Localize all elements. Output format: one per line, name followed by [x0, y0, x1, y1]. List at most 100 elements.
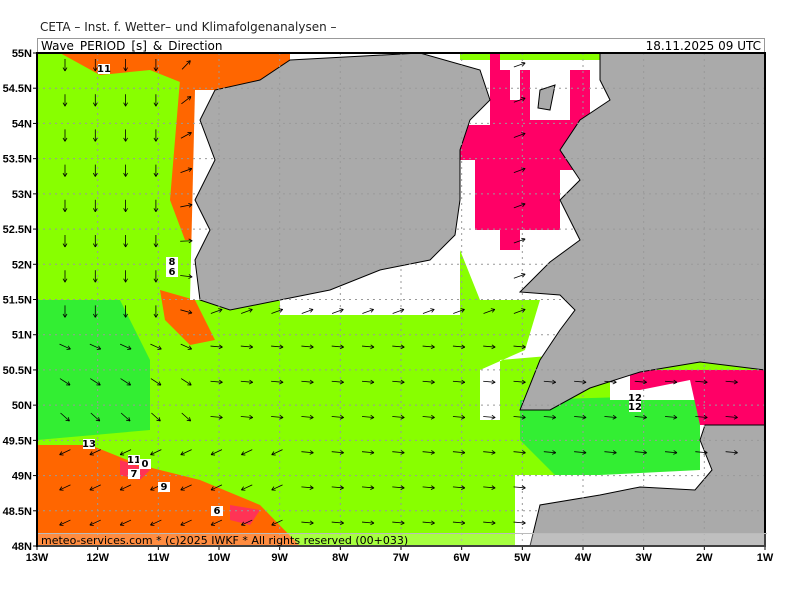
channel-green-zone	[520, 395, 700, 480]
direction-arrow	[59, 519, 71, 526]
direction-arrow	[362, 308, 374, 314]
lat-label: 48.5N	[3, 506, 32, 518]
direction-arrow	[452, 450, 466, 455]
direction-arrow	[513, 273, 526, 279]
direction-arrow	[483, 414, 496, 420]
direction-arrow	[452, 379, 466, 385]
direction-arrow	[180, 519, 192, 526]
direction-arrow	[59, 484, 71, 491]
direction-arrow	[92, 270, 98, 283]
direction-arrow	[513, 61, 526, 68]
direction-arrow	[92, 94, 98, 107]
magenta-zone-channel	[630, 370, 765, 425]
direction-arrow	[574, 379, 587, 385]
direction-arrow	[392, 308, 405, 314]
lon-label: 12W	[86, 552, 109, 564]
lat-label: 51.5N	[3, 295, 32, 307]
magenta-zone-irish-sea	[460, 53, 620, 250]
direction-arrow	[62, 59, 68, 72]
direction-arrow	[59, 378, 71, 386]
direction-arrow	[664, 379, 678, 385]
direction-arrow	[180, 343, 192, 350]
contour-label-bg	[98, 64, 110, 74]
direction-arrow	[331, 414, 344, 420]
direction-arrow	[210, 449, 223, 456]
land-ireland	[194, 52, 491, 311]
direction-arrow	[90, 378, 101, 386]
direction-arrow	[392, 450, 405, 455]
direction-arrow	[150, 343, 162, 350]
direction-arrow	[634, 450, 647, 455]
direction-arrow	[513, 132, 526, 138]
direction-arrow	[153, 94, 159, 107]
direction-arrow	[120, 412, 131, 422]
direction-arrow	[604, 379, 617, 385]
lon-label: 1W	[757, 552, 774, 564]
lat-label: 50.5N	[3, 365, 32, 377]
direction-arrow	[119, 484, 132, 491]
direction-arrow	[392, 520, 405, 526]
direction-arrow	[513, 344, 526, 350]
direction-arrow	[240, 414, 254, 420]
direction-arrow	[604, 414, 617, 420]
direction-arrow	[150, 519, 162, 526]
graticule	[37, 53, 765, 546]
direction-arrow	[634, 414, 647, 420]
direction-arrow	[271, 414, 284, 420]
direction-arrow	[604, 450, 617, 455]
direction-arrow	[725, 379, 738, 385]
direction-arrow	[513, 450, 526, 455]
direction-arrow	[664, 450, 678, 455]
contour-label: 0	[142, 459, 149, 470]
direction-arrow	[453, 308, 465, 314]
direction-arrow	[119, 449, 132, 456]
direction-arrow	[331, 379, 344, 385]
direction-arrow	[210, 484, 223, 491]
direction-arrow	[153, 129, 159, 142]
lon-label: 4W	[575, 552, 592, 564]
direction-arrow	[301, 379, 314, 385]
direction-arrow	[271, 484, 283, 491]
direction-arrow	[241, 449, 253, 456]
lat-label: 48N	[12, 541, 32, 553]
direction-arrow	[59, 343, 71, 350]
direction-arrow	[92, 305, 98, 318]
lon-label: 3W	[635, 552, 652, 564]
direction-arrow	[123, 305, 128, 318]
orange-zone-north	[60, 53, 290, 95]
direction-arrow	[153, 305, 159, 318]
direction-arrow	[271, 308, 284, 314]
direction-arrow	[361, 450, 375, 455]
direction-arrow	[301, 344, 314, 350]
lon-label: 9W	[271, 552, 288, 564]
axis-labels: 13W 12W 11W 10W 9W 8W 7W 6W 5W 4W 3W 2W 1W 55N 54.5N 54…	[3, 48, 774, 564]
direction-arrow	[422, 344, 435, 350]
direction-arrow	[59, 449, 71, 456]
direction-arrow	[301, 485, 314, 490]
direction-arrow	[210, 519, 223, 526]
direction-arrow	[123, 129, 128, 142]
direction-arrow	[422, 308, 435, 314]
direction-arrow	[62, 199, 68, 213]
direction-arrow	[331, 485, 344, 490]
contour-label-bg	[629, 393, 641, 403]
direction-arrow	[392, 344, 405, 350]
direction-arrow	[89, 484, 101, 491]
direction-arrow	[543, 414, 557, 420]
contour-label-bg	[629, 402, 641, 412]
lat-label: 54.5N	[3, 83, 32, 95]
direction-arrow	[240, 379, 254, 385]
direction-arrow	[123, 164, 128, 177]
contour-label-bg	[83, 439, 95, 449]
direction-arrow	[452, 520, 466, 526]
lon-label: 2W	[696, 552, 713, 564]
direction-arrow	[241, 484, 253, 491]
direction-arrow	[361, 414, 375, 420]
direction-arrow	[452, 344, 466, 350]
direction-arrow	[513, 167, 526, 174]
direction-arrow	[361, 520, 375, 526]
direction-arrow	[392, 414, 405, 420]
direction-arrow	[181, 412, 192, 422]
direction-arrow	[119, 519, 132, 526]
direction-arrow	[92, 129, 98, 142]
